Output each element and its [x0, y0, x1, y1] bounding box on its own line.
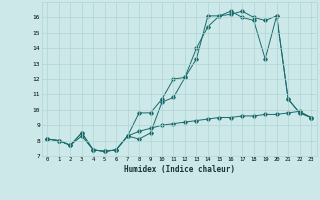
X-axis label: Humidex (Indice chaleur): Humidex (Indice chaleur) — [124, 165, 235, 174]
